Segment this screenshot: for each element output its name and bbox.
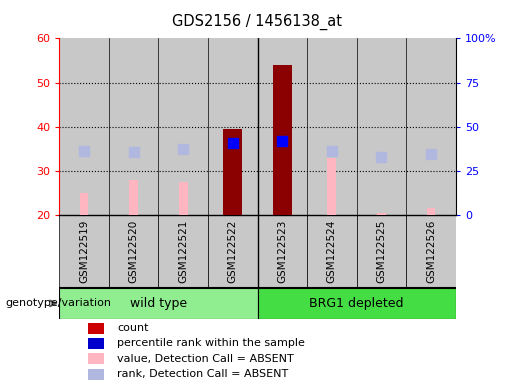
Bar (208, 38, 258, 215)
Bar (59, 215, 109, 288)
Bar (159, 215, 208, 288)
Bar (406, 215, 456, 288)
Bar (88, 369, 104, 380)
Bar (258, 288, 456, 319)
Bar (59, 288, 258, 319)
Text: GSM122519: GSM122519 (79, 220, 89, 283)
Bar (109, 38, 158, 215)
Bar (224, 129, 242, 215)
Text: GSM122525: GSM122525 (376, 220, 386, 283)
Text: GDS2156 / 1456138_at: GDS2156 / 1456138_at (173, 13, 342, 30)
Bar (377, 213, 386, 215)
Bar (328, 158, 336, 215)
Bar (258, 215, 307, 288)
Bar (307, 38, 356, 215)
Text: GSM122520: GSM122520 (129, 220, 139, 283)
Text: percentile rank within the sample: percentile rank within the sample (117, 338, 305, 348)
Bar (356, 38, 406, 215)
Text: GSM122526: GSM122526 (426, 220, 436, 283)
Text: count: count (117, 323, 149, 333)
Bar (208, 215, 258, 288)
Text: BRG1 depleted: BRG1 depleted (310, 297, 404, 310)
Text: wild type: wild type (130, 297, 187, 310)
Bar (88, 323, 104, 334)
Bar (158, 38, 208, 215)
Bar (59, 38, 109, 215)
Bar (406, 38, 456, 215)
Text: GSM122524: GSM122524 (327, 220, 337, 283)
Text: genotype/variation: genotype/variation (5, 298, 111, 308)
Text: GSM122521: GSM122521 (178, 220, 188, 283)
Bar (88, 353, 104, 364)
Text: rank, Detection Call = ABSENT: rank, Detection Call = ABSENT (117, 369, 288, 379)
Bar (79, 193, 89, 215)
Bar (307, 215, 356, 288)
Bar (109, 215, 159, 288)
Bar (356, 215, 406, 288)
Bar (273, 65, 291, 215)
Bar (88, 338, 104, 349)
Text: GSM122523: GSM122523 (277, 220, 287, 283)
Bar (179, 182, 187, 215)
Bar (258, 38, 307, 215)
Bar (129, 180, 138, 215)
Text: value, Detection Call = ABSENT: value, Detection Call = ABSENT (117, 354, 294, 364)
Bar (426, 209, 436, 215)
Text: GSM122522: GSM122522 (228, 220, 238, 283)
